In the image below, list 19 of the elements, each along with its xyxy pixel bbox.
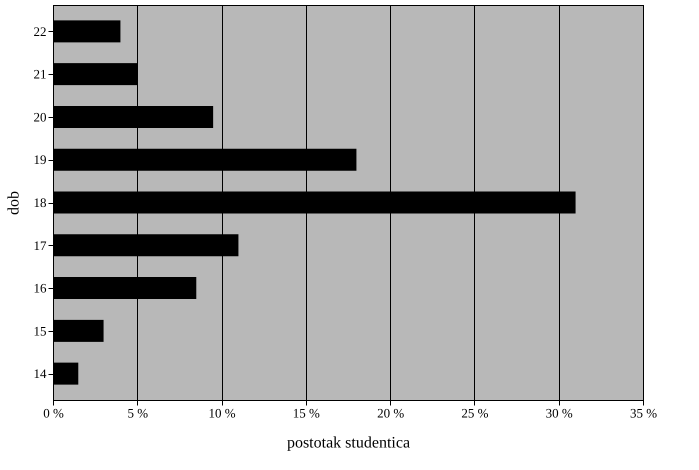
- y-tick-label: 22: [34, 24, 46, 39]
- x-tick-label: 5 %: [127, 406, 148, 420]
- y-tick-label: 20: [34, 109, 46, 124]
- y-tick-label: 17: [34, 238, 47, 253]
- x-tick-label: 30 %: [546, 406, 573, 420]
- x-tick-label: 10 %: [208, 406, 236, 420]
- x-axis-title: postotak studentica: [286, 434, 410, 452]
- x-tick-label: 20 %: [377, 406, 404, 420]
- y-tick-label: 16: [34, 280, 47, 296]
- y-tick-label: 15: [34, 323, 46, 338]
- y-tick-label: 19: [34, 152, 46, 168]
- y-tick-label: 18: [34, 195, 46, 210]
- y-tick-label: 14: [34, 366, 47, 382]
- y-axis-title: dob: [6, 191, 22, 215]
- y-tick-label: 21: [34, 66, 46, 82]
- x-tick-label: 25 %: [461, 406, 489, 420]
- x-tick-label: 15 %: [292, 406, 320, 420]
- x-tick-label: 0 %: [43, 406, 64, 420]
- x-tick-label: 35 %: [630, 406, 658, 420]
